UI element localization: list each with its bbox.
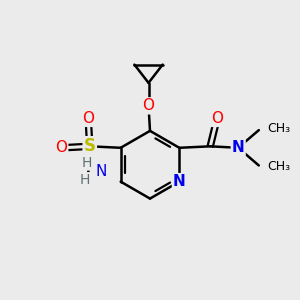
Text: H: H: [82, 155, 92, 170]
Text: H: H: [79, 173, 90, 187]
Text: S: S: [84, 137, 96, 155]
Text: CH₃: CH₃: [267, 160, 290, 173]
Text: O: O: [82, 111, 94, 126]
Text: N: N: [96, 164, 107, 179]
Text: O: O: [142, 98, 154, 113]
Text: O: O: [55, 140, 67, 155]
Text: N: N: [173, 174, 186, 189]
Text: CH₃: CH₃: [267, 122, 290, 135]
Text: O: O: [211, 111, 223, 126]
Text: N: N: [232, 140, 244, 155]
